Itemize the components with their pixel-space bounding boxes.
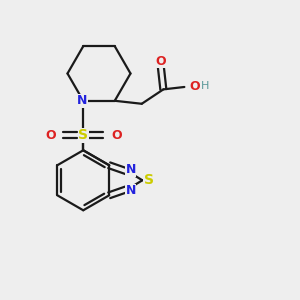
Text: O: O — [156, 55, 166, 68]
Text: N: N — [125, 184, 136, 197]
Text: S: S — [144, 173, 154, 187]
Text: N: N — [125, 163, 136, 176]
Text: H: H — [201, 81, 209, 91]
Text: S: S — [78, 128, 88, 142]
Text: O: O — [190, 80, 200, 94]
Text: O: O — [111, 129, 122, 142]
Text: N: N — [76, 94, 87, 107]
Text: O: O — [45, 129, 56, 142]
